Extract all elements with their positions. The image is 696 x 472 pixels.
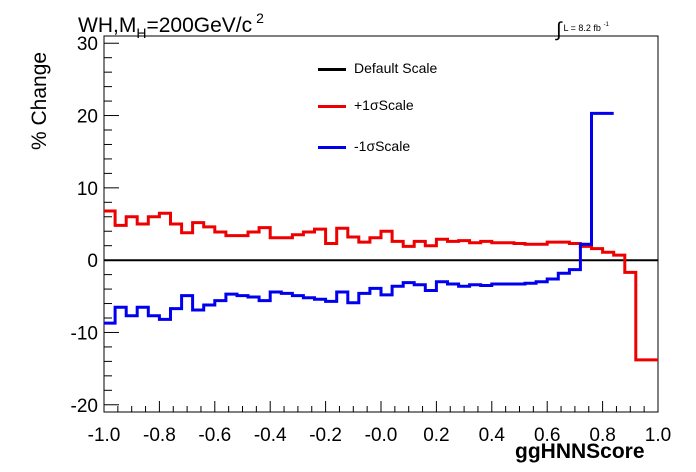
x-tick-label: -0.6	[198, 425, 231, 446]
y-tick-label: 10	[77, 179, 98, 200]
series-line-1	[104, 209, 658, 362]
x-tick-label: 0.6	[534, 425, 560, 446]
y-tick-label: -10	[71, 323, 98, 344]
x-tick-label: 0.2	[423, 425, 449, 446]
y-tick-label: 20	[77, 107, 98, 128]
legend-swatch-plus	[318, 104, 346, 108]
y-axis-label: % Change	[28, 51, 51, 150]
legend-item-plus: +1σScale	[318, 97, 414, 113]
integral-symbol: ∫	[556, 19, 562, 41]
lumi-text: L = 8.2 fb	[563, 23, 601, 33]
legend-label-default: Default Scale	[354, 60, 438, 76]
x-tick-label: -0.0	[365, 425, 398, 446]
x-tick-label: 1.0	[645, 425, 671, 446]
x-tick-label: -1.0	[88, 425, 121, 446]
x-tick-label: -0.4	[254, 425, 287, 446]
legend-label-plus: +1σScale	[354, 97, 414, 113]
title-rest: =200GeV/c	[146, 14, 253, 37]
legend-item-minus: -1σScale	[318, 138, 410, 154]
legend-swatch-minus	[318, 145, 346, 149]
y-tick-label: 30	[77, 34, 98, 55]
legend-label-minus: -1σScale	[354, 138, 411, 154]
legend-item-default: Default Scale	[318, 60, 437, 76]
axes: -1.0 -0.8 -0.6 -0.4 -0.2 -0.0 0.2 0.4 0.6 0.8 1.0 -…	[71, 34, 672, 446]
legend-swatch-default	[318, 67, 346, 71]
y-tick-label: -20	[71, 396, 98, 417]
y-tick-label: 0	[87, 251, 98, 272]
series-line-2	[104, 111, 614, 325]
title-sub: H	[136, 25, 147, 41]
x-tick-label: 0.4	[479, 425, 506, 446]
title-sup: 2	[256, 10, 264, 26]
x-tick-label: -0.8	[143, 425, 176, 446]
x-tick-label: 0.8	[589, 425, 615, 446]
title-main: WH,M	[78, 14, 137, 37]
x-axis-label: ggHNNScore	[515, 440, 645, 463]
luminosity-label: ∫ L = 8.2 fb -1	[556, 14, 609, 41]
lumi-sup: -1	[603, 22, 609, 28]
x-tick-label: -0.2	[309, 425, 342, 446]
chart-title: WH,MH=200GeV/c 2	[78, 10, 264, 41]
plot-frame	[103, 35, 659, 413]
series-layer	[104, 111, 658, 362]
